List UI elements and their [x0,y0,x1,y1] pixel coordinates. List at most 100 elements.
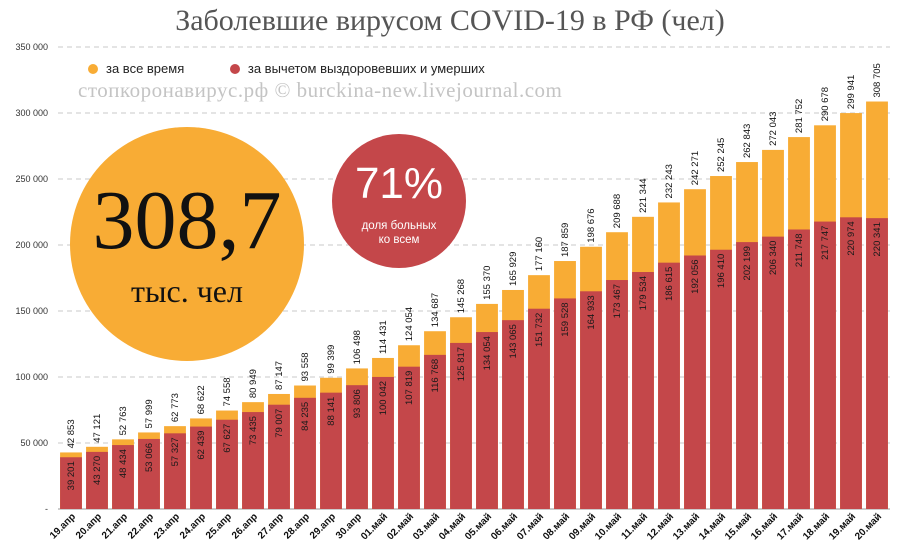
data-label-total: 80 949 [248,369,259,398]
bar-active [762,236,784,509]
x-tick-label: 19.апр [48,511,78,541]
x-tick-label: 27.апр [256,511,286,541]
bar-active [424,354,446,509]
data-label-total: 42 853 [66,419,77,448]
data-label-active: 206 340 [768,241,779,275]
y-tick-label: 200 000 [15,240,48,250]
data-label-active: 93 806 [352,389,363,418]
data-label-active: 100 042 [378,381,389,415]
x-tick-label: 14.май [697,511,728,542]
data-label-total: 290 678 [820,87,831,121]
bar-active [112,445,134,509]
data-label-total: 299 941 [846,75,857,109]
x-tick-label: 17.май [775,511,806,542]
bar-active [658,262,680,509]
data-label-active: 220 341 [872,222,883,256]
x-tick-label: 05.май [463,511,494,542]
bar-active [216,419,238,509]
data-label-total: 308 705 [872,63,883,97]
x-tick-label: 20.апр [74,511,104,541]
share-callout-circle: 71% доля больных ко всем [332,134,466,268]
x-tick-label: 28.апр [282,511,312,541]
x-tick-label: 19.май [827,511,858,542]
y-tick-label: 250 000 [15,174,48,184]
data-label-total: 272 043 [768,112,779,146]
data-label-total: 177 160 [534,237,545,271]
bar-active [86,451,108,509]
y-tick-label: 350 000 [15,42,48,52]
bar-active [632,272,654,509]
x-tick-label: 11.май [619,511,650,542]
bar-active [840,217,862,509]
data-label-total: 114 431 [378,320,389,354]
bar-active [138,438,160,509]
share-callout-caption-line2: ко всем [378,234,420,246]
x-tick-label: 24.апр [178,511,208,541]
bar-active [294,397,316,509]
x-tick-label: 09.май [567,511,598,542]
data-label-active: 220 974 [846,221,857,255]
bar-active [476,332,498,509]
data-label-active: 107 819 [404,371,415,405]
data-label-active: 53 066 [144,443,155,472]
bar-active [190,426,212,509]
data-label-active: 211 748 [794,233,805,267]
data-label-total: 262 843 [742,124,753,158]
x-tick-label: 08.май [541,511,572,542]
watermark: стопкоронавирус.рф © burckina-new.livejo… [78,78,563,102]
y-tick-label: 300 000 [15,108,48,118]
chart-title: Заболевшие вирусом COVID-19 в РФ (чел) [175,4,725,37]
bar-active [450,342,472,509]
data-label-active: 88 141 [326,397,337,426]
data-label-total: 99 399 [326,345,337,374]
data-label-total: 165 929 [508,252,519,286]
legend-item-total: за все время [88,61,184,76]
x-tick-label: 12.май [645,511,676,542]
y-tick-label: 150 000 [15,306,48,316]
data-label-active: 217 747 [820,226,831,260]
data-label-active: 43 270 [92,456,103,485]
bar-active [580,291,602,509]
legend-swatch-total [88,63,98,74]
x-tick-label: 01.май [359,511,390,542]
x-tick-label: 10.май [593,511,624,542]
x-tick-label: 26.апр [230,511,260,541]
data-label-total: 155 370 [482,266,493,300]
bar-active [606,280,628,509]
data-label-active: 159 528 [560,302,571,336]
bar-active [814,221,836,509]
data-label-total: 198 676 [586,208,597,242]
data-label-total: 252 245 [716,138,727,172]
bar-active [60,457,82,509]
data-label-total: 221 344 [638,178,649,212]
bar-active [242,412,264,509]
x-tick-label: 02.май [385,511,416,542]
legend-swatch-active [229,63,240,74]
share-callout-caption-line1: доля больных [361,220,437,232]
bar-active [554,298,576,509]
x-tick-label: 18.май [801,511,832,542]
bar-active [528,308,550,509]
legend: за все время за вычетом выздоровевших и … [88,61,527,77]
legend-item-active: за вычетом выздоровевших и умерших [229,61,485,76]
data-label-active: 67 627 [222,424,233,453]
data-label-active: 173 467 [612,284,623,318]
data-label-total: 47 121 [92,414,103,443]
y-tick-label: 100 000 [15,372,48,382]
total-callout-unit: тыс. чел [131,273,243,309]
bar-active [710,249,732,509]
data-label-total: 232 243 [664,164,675,198]
x-tick-label: 30.апр [334,511,364,541]
data-label-active: 73 435 [248,416,259,445]
data-label-active: 116 768 [430,359,441,393]
data-label-total: 62 773 [170,393,181,422]
x-tick-label: 15.май [723,511,754,542]
total-callout-value: 308,7 [92,174,282,267]
data-label-total: 87 147 [274,361,285,390]
x-tick-label: 23.апр [152,511,182,541]
x-tick-label: 07.май [515,511,546,542]
data-label-total: 57 999 [144,399,155,428]
data-label-active: 186 615 [664,267,675,301]
x-tick-label: 25.апр [204,511,234,541]
